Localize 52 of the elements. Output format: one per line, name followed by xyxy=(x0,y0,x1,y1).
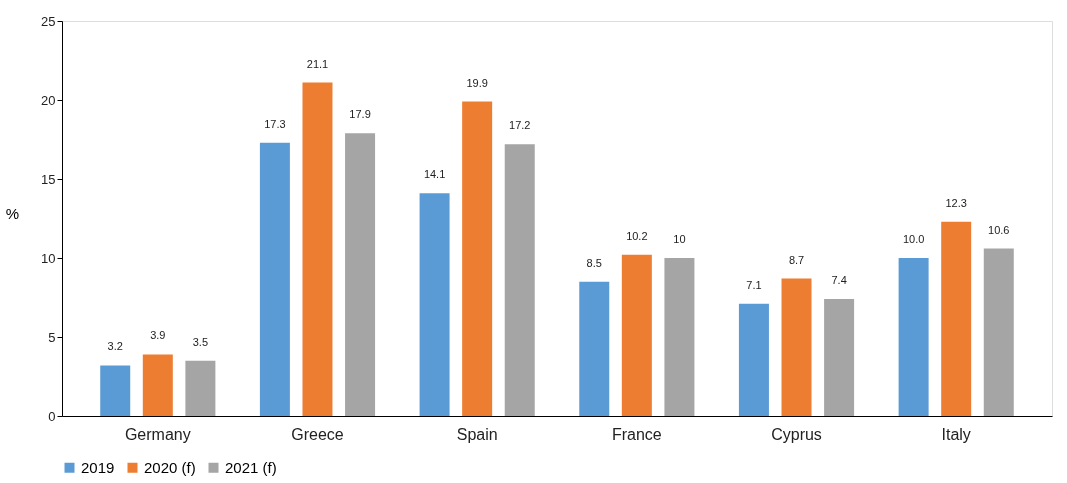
y-tick-label: 20 xyxy=(41,92,56,108)
bar xyxy=(259,142,290,416)
x-tick-label: Germany xyxy=(124,425,191,443)
x-tick-label: Cyprus xyxy=(771,425,822,443)
data-label: 21.1 xyxy=(306,57,329,70)
x-tick-label: Italy xyxy=(941,425,971,443)
y-tick-label: 25 xyxy=(41,13,56,29)
bar xyxy=(664,258,695,416)
x-tick-label: France xyxy=(611,425,662,443)
data-label: 3.9 xyxy=(150,329,166,342)
y-tick-label: 5 xyxy=(48,329,56,345)
bar xyxy=(185,360,216,416)
bar xyxy=(983,248,1014,416)
data-label: 10.2 xyxy=(626,229,648,242)
data-label: 17.3 xyxy=(264,117,286,130)
bar xyxy=(100,365,131,416)
y-tick-label: 15 xyxy=(41,171,56,187)
y-axis-title: % xyxy=(5,204,20,222)
bar xyxy=(898,258,929,416)
bar xyxy=(824,299,855,416)
bar xyxy=(738,303,769,416)
y-tick-label: 0 xyxy=(48,408,56,424)
data-label: 7.4 xyxy=(831,274,847,287)
bar xyxy=(302,82,333,416)
legend-label: 2021 (f) xyxy=(225,458,277,476)
bar xyxy=(579,281,610,416)
data-label: 10 xyxy=(673,233,686,245)
data-label: 19.9 xyxy=(466,76,488,89)
data-label: 7.1 xyxy=(746,278,762,291)
data-label: 10.0 xyxy=(902,233,925,245)
data-label: 8.7 xyxy=(788,253,805,266)
bar xyxy=(941,221,972,416)
x-tick-label: Greece xyxy=(291,425,344,443)
bar xyxy=(142,354,173,416)
y-tick-label: 10 xyxy=(41,250,56,266)
bar xyxy=(504,144,535,416)
data-label: 17.2 xyxy=(509,119,531,132)
bar xyxy=(462,101,493,416)
bar xyxy=(419,193,450,416)
legend-label: 2019 xyxy=(81,458,115,476)
data-label: 14.1 xyxy=(423,168,446,181)
bar xyxy=(345,133,376,416)
data-label: 3.5 xyxy=(192,335,209,348)
bar xyxy=(621,254,652,416)
data-label: 10.6 xyxy=(988,223,1010,236)
data-label: 17.9 xyxy=(349,108,371,121)
x-tick-label: Spain xyxy=(456,425,498,443)
data-label: 3.2 xyxy=(107,340,123,353)
data-label: 12.3 xyxy=(945,196,967,209)
data-label: 8.5 xyxy=(586,256,602,269)
legend-label: 2020 (f) xyxy=(144,458,196,476)
bar xyxy=(781,278,812,416)
